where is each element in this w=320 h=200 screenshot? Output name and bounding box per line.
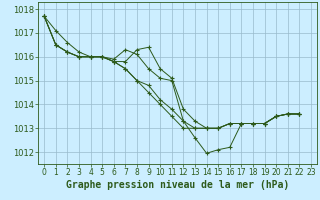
X-axis label: Graphe pression niveau de la mer (hPa): Graphe pression niveau de la mer (hPa) [66, 180, 289, 190]
